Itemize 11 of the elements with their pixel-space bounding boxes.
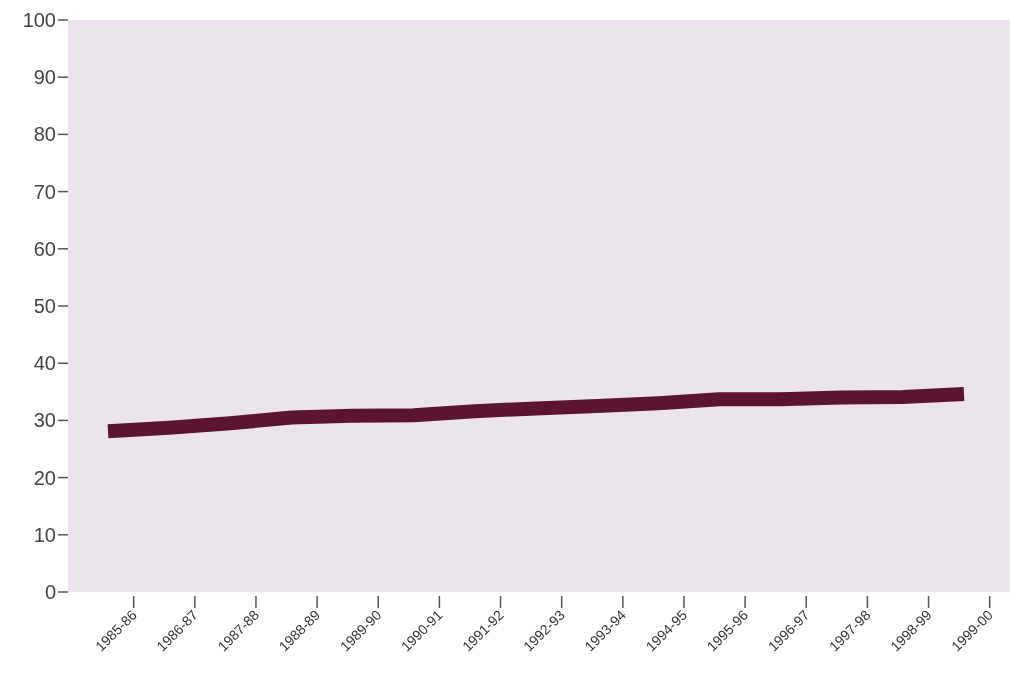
y-tick-label: 90 — [33, 66, 56, 89]
y-tick-label: 0 — [44, 581, 56, 603]
y-tick-label: 10 — [33, 523, 56, 546]
y-tick-label: 60 — [33, 237, 56, 260]
y-tick-label: 80 — [33, 123, 56, 146]
y-tick-label: 70 — [33, 180, 56, 203]
y-tick-label: 40 — [33, 352, 56, 375]
y-tick-label: 30 — [33, 409, 56, 432]
y-tick-label: 20 — [33, 466, 56, 489]
y-tick-label: 100 — [22, 9, 56, 31]
y-tick-label: 50 — [33, 295, 56, 317]
